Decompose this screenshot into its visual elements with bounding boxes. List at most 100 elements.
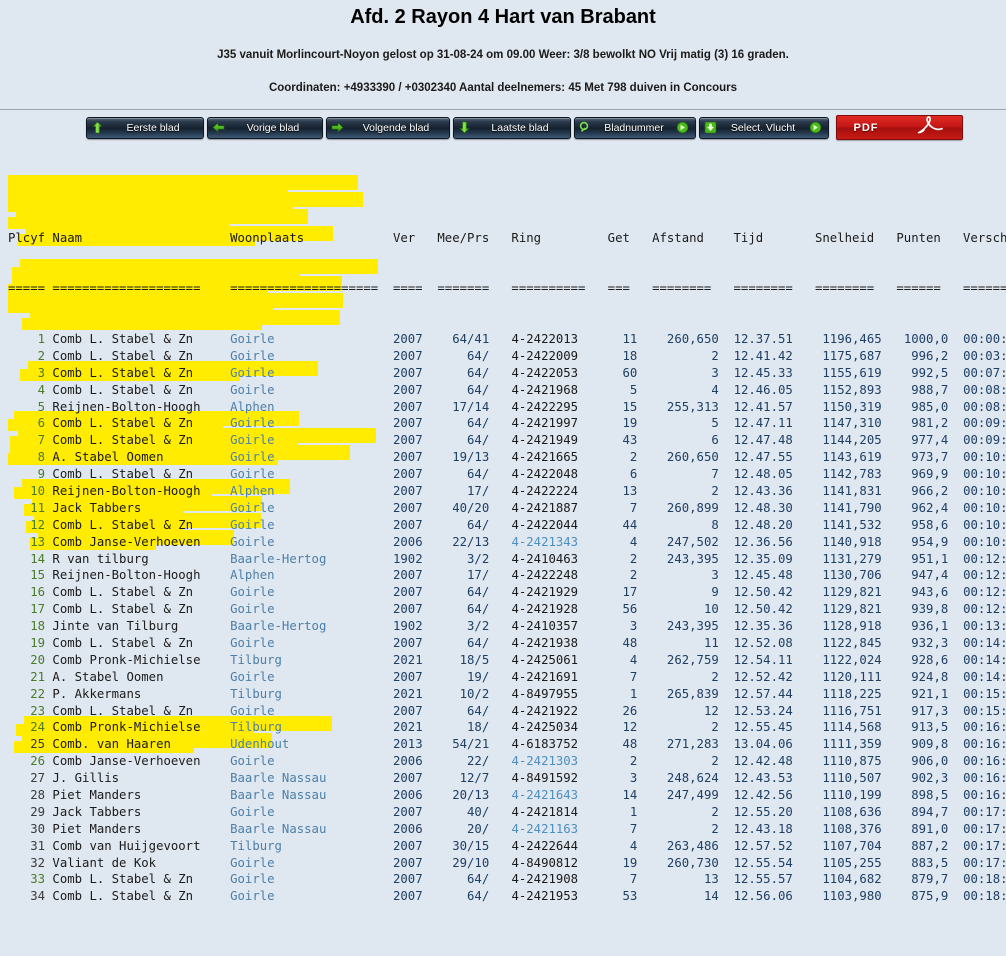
- cell-entered-prizes: 19/: [437, 669, 512, 684]
- table-row[interactable]: 6 Comb L. Stabel & Zn Goirle 2007 64/ 4-…: [8, 415, 1006, 432]
- cell-speed: 1110,199: [815, 787, 897, 802]
- page-number-button[interactable]: Bladnummer: [574, 116, 696, 139]
- cell-difference: 00:00:00: [963, 331, 1006, 346]
- cell-club: 2007: [392, 365, 438, 380]
- cell-points: 909,8: [896, 737, 964, 752]
- cell-distance: 14: [652, 889, 734, 904]
- cell-get: 60: [607, 365, 653, 380]
- previous-page-button[interactable]: Vorige blad: [207, 116, 323, 139]
- table-row[interactable]: 30 Piet Manders Baarle Nassau 2006 20/ 4…: [8, 821, 1006, 838]
- cell-points: 917,3: [896, 703, 964, 718]
- results-text: Plcyf Naam Woonplaats Ver Mee/Prs Ring G…: [8, 196, 1006, 939]
- table-row[interactable]: 15 Reijnen-Bolton-Hoogh Alphen 2007 17/ …: [8, 567, 1006, 584]
- cell-get: 4: [607, 838, 653, 853]
- table-row[interactable]: 31 Comb van Huijgevoort Tilburg 2007 30/…: [8, 838, 1006, 855]
- cell-city: Goirle: [230, 703, 393, 718]
- page-header: Afd. 2 Rayon 4 Hart van Brabant J35 vanu…: [0, 0, 1006, 110]
- cell-place-number: 3: [8, 365, 53, 380]
- cell-name: Comb L. Stabel & Zn: [52, 331, 231, 346]
- cell-name: Comb L. Stabel & Zn: [52, 635, 231, 650]
- cell-club: 2007: [392, 838, 438, 853]
- table-row[interactable]: 28 Piet Manders Baarle Nassau 2006 20/13…: [8, 787, 1006, 804]
- cell-club: 2007: [392, 348, 438, 363]
- table-row[interactable]: 11 Jack Tabbers Goirle 2007 40/20 4-2421…: [8, 500, 1006, 517]
- cell-difference: 00:10:26: [963, 500, 1006, 515]
- cell-distance: 9: [652, 585, 734, 600]
- table-row[interactable]: 3 Comb L. Stabel & Zn Goirle 2007 64/ 4-…: [8, 365, 1006, 382]
- cell-speed: 1196,465: [815, 331, 897, 346]
- table-row[interactable]: 26 Comb Janse-Verhoeven Goirle 2006 22/ …: [8, 753, 1006, 770]
- cell-time: 12.45.33: [733, 365, 815, 380]
- table-row[interactable]: 14 R van tilburg Baarle-Hertog 1902 3/2 …: [8, 551, 1006, 568]
- cell-ring: 4-2410463: [511, 551, 608, 566]
- table-row[interactable]: 8 A. Stabel Oomen Goirle 2007 19/13 4-24…: [8, 449, 1006, 466]
- table-row[interactable]: 10 Reijnen-Bolton-Hoogh Alphen 2007 17/ …: [8, 483, 1006, 500]
- cell-name: Comb Pronk-Michielse: [52, 652, 231, 667]
- table-row[interactable]: 4 Comb L. Stabel & Zn Goirle 2007 64/ 4-…: [8, 382, 1006, 399]
- cell-entered-prizes: 30/15: [437, 838, 512, 853]
- cell-city: Goirle: [230, 348, 393, 363]
- last-page-button[interactable]: Laatste blad: [453, 116, 571, 139]
- select-flight-button[interactable]: Select. Vlucht: [699, 116, 829, 139]
- table-row[interactable]: 29 Jack Tabbers Goirle 2007 40/ 4-242181…: [8, 804, 1006, 821]
- cell-points: 951,1: [896, 551, 964, 566]
- table-row[interactable]: 32 Valiant de Kok Goirle 2007 29/10 4-84…: [8, 855, 1006, 872]
- table-row[interactable]: 34 Comb L. Stabel & Zn Goirle 2007 64/ 4…: [8, 888, 1006, 905]
- table-row[interactable]: 20 Comb Pronk-Michielse Tilburg 2021 18/…: [8, 652, 1006, 669]
- cell-city: Baarle-Hertog: [230, 551, 393, 566]
- table-row[interactable]: 16 Comb L. Stabel & Zn Goirle 2007 64/ 4…: [8, 584, 1006, 601]
- cell-speed: 1142,783: [815, 467, 897, 482]
- table-row[interactable]: 25 Comb. van Haaren Udenhout 2013 54/21 …: [8, 736, 1006, 753]
- first-page-button[interactable]: Eerste blad: [86, 116, 204, 139]
- cell-speed: 1131,279: [815, 551, 897, 566]
- cell-get: 43: [607, 433, 653, 448]
- cell-speed: 1152,893: [815, 382, 897, 397]
- cell-points: 943,6: [896, 585, 964, 600]
- table-row[interactable]: 2 Comb L. Stabel & Zn Goirle 2007 64/ 4-…: [8, 348, 1006, 365]
- cell-name: Comb L. Stabel & Zn: [52, 416, 231, 431]
- cell-city: Tilburg: [230, 652, 393, 667]
- table-row[interactable]: 22 P. Akkermans Tilburg 2021 10/2 4-8497…: [8, 686, 1006, 703]
- cell-speed: 1114,568: [815, 720, 897, 735]
- cell-get: 18: [607, 348, 653, 363]
- table-row[interactable]: 21 A. Stabel Oomen Goirle 2007 19/ 4-242…: [8, 669, 1006, 686]
- table-row[interactable]: 7 Comb L. Stabel & Zn Goirle 2007 64/ 4-…: [8, 432, 1006, 449]
- cell-time: 12.46.05: [733, 382, 815, 397]
- table-row[interactable]: 1 Comb L. Stabel & Zn Goirle 2007 64/41 …: [8, 331, 1006, 348]
- cell-name: Jack Tabbers: [52, 804, 231, 819]
- table-row[interactable]: 24 Comb Pronk-Michielse Tilburg 2021 18/…: [8, 719, 1006, 736]
- cell-distance: 2: [652, 348, 734, 363]
- cell-speed: 1144,205: [815, 433, 897, 448]
- cell-time: 12.55.20: [733, 804, 815, 819]
- cell-distance: 263,486: [652, 838, 734, 853]
- cell-difference: 00:16:52: [963, 771, 1006, 786]
- next-page-button[interactable]: Volgende blad: [326, 116, 450, 139]
- cell-club: 2006: [392, 754, 438, 769]
- cell-name: Comb L. Stabel & Zn: [52, 467, 231, 482]
- cell-distance: 260,650: [652, 450, 734, 465]
- table-row[interactable]: 13 Comb Janse-Verhoeven Goirle 2006 22/1…: [8, 534, 1006, 551]
- pdf-export-button[interactable]: PDF: [836, 115, 963, 140]
- table-row[interactable]: 17 Comb L. Stabel & Zn Goirle 2007 64/ 4…: [8, 601, 1006, 618]
- cell-get: 7: [607, 500, 653, 515]
- cell-entered-prizes: 40/: [437, 804, 512, 819]
- table-row[interactable]: 33 Comb L. Stabel & Zn Goirle 2007 64/ 4…: [8, 871, 1006, 888]
- table-row[interactable]: 9 Comb L. Stabel & Zn Goirle 2007 64/ 4-…: [8, 466, 1006, 483]
- cell-speed: 1105,255: [815, 855, 897, 870]
- table-row[interactable]: 5 Reijnen-Bolton-Hoogh Alphen 2007 17/14…: [8, 399, 1006, 416]
- cell-club: 2007: [392, 804, 438, 819]
- cell-ring: 4-2421643: [511, 787, 608, 802]
- cell-difference: 00:12:51: [963, 602, 1006, 617]
- table-row[interactable]: 18 Jinte van Tilburg Baarle-Hertog 1902 …: [8, 618, 1006, 635]
- cell-distance: 2: [652, 483, 734, 498]
- cell-speed: 1111,359: [815, 737, 897, 752]
- cell-difference: 00:17:16: [963, 804, 1006, 819]
- cell-city: Tilburg: [230, 838, 393, 853]
- cell-difference: 00:18:15: [963, 889, 1006, 904]
- cell-city: Goirle: [230, 365, 393, 380]
- table-row[interactable]: 27 J. Gillis Baarle Nassau 2007 12/7 4-8…: [8, 770, 1006, 787]
- table-row[interactable]: 12 Comb L. Stabel & Zn Goirle 2007 64/ 4…: [8, 517, 1006, 534]
- table-row[interactable]: 23 Comb L. Stabel & Zn Goirle 2007 64/ 4…: [8, 703, 1006, 720]
- cell-city: Goirle: [230, 754, 393, 769]
- table-row[interactable]: 19 Comb L. Stabel & Zn Goirle 2007 64/ 4…: [8, 635, 1006, 652]
